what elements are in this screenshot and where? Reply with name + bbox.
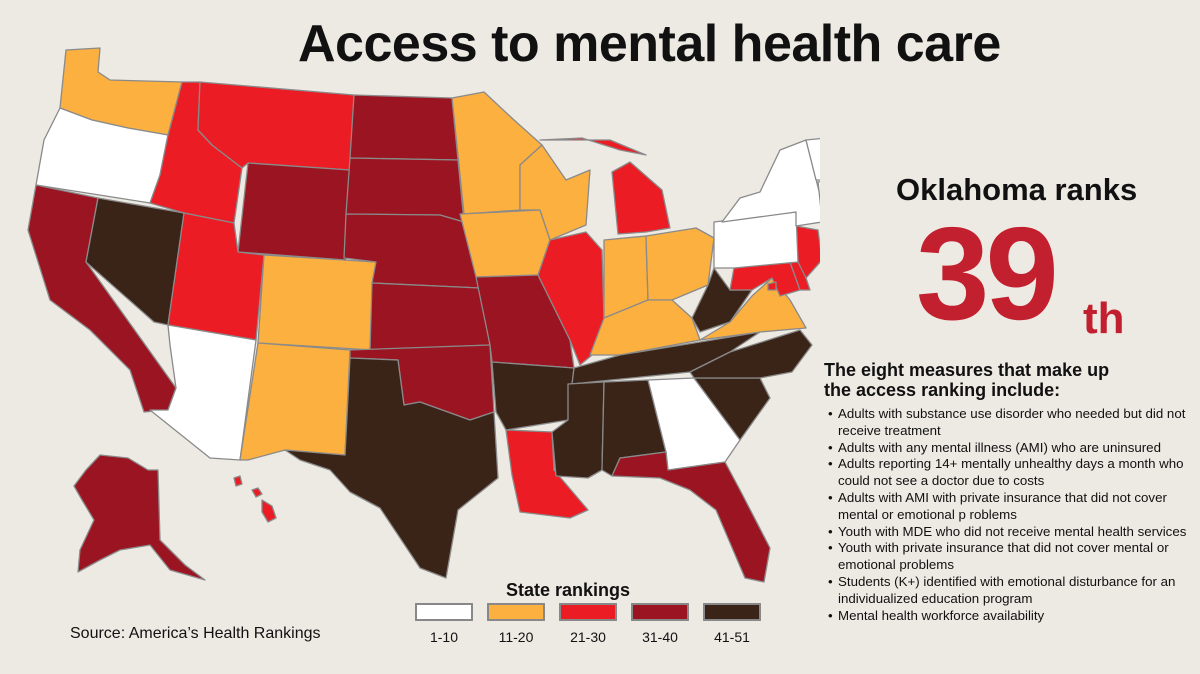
legend-swatch (631, 603, 689, 621)
measure-item: Youth with private insurance that did no… (824, 540, 1194, 574)
state-DC[interactable] (767, 281, 777, 291)
measure-item: Adults with substance use disorder who n… (824, 406, 1194, 440)
rank-suffix: th (1083, 294, 1125, 343)
legend-label: 41-51 (714, 629, 750, 645)
rank-number: 39 (916, 200, 1059, 347)
legend-swatch (703, 603, 761, 621)
measures-panel: The eight measures that make up the acce… (824, 360, 1194, 624)
state-NY[interactable] (721, 139, 820, 227)
state-FL[interactable] (611, 451, 771, 583)
source-credit: Source: America’s Health Rankings (70, 625, 321, 642)
state-NC[interactable] (689, 329, 813, 379)
measure-item: Adults with any mental illness (AMI) who… (824, 440, 1194, 457)
page-title: Access to mental health care (298, 15, 1001, 73)
measures-heading-line1: The eight measures that make up (824, 360, 1110, 380)
legend-label: 21-30 (570, 629, 606, 645)
state-KS[interactable] (369, 282, 491, 351)
state-OH[interactable] (645, 227, 715, 301)
state-NM[interactable] (239, 342, 351, 461)
measure-item: Students (K+) identified with emotional … (824, 574, 1194, 608)
state-WY[interactable] (237, 162, 351, 261)
rank-heading: Oklahoma ranks (896, 172, 1138, 207)
legend-item: 1-10 (410, 603, 478, 645)
measures-heading: The eight measures that make up the acce… (824, 360, 1194, 400)
legend-item: 41-51 (698, 603, 766, 645)
state-MI[interactable] (539, 137, 671, 235)
legend-swatch (487, 603, 545, 621)
measure-item: Adults with AMI with private insurance t… (824, 490, 1194, 524)
state-TN[interactable] (571, 331, 761, 385)
legend-item: 11-20 (482, 603, 550, 645)
state-ND[interactable] (349, 94, 459, 161)
legend-item: 31-40 (626, 603, 694, 645)
state-IA[interactable] (459, 209, 551, 278)
state-SD[interactable] (345, 157, 465, 223)
state-TX[interactable] (284, 357, 499, 579)
measures-heading-line2: the access ranking include: (824, 380, 1061, 400)
legend-title: State rankings (506, 580, 631, 600)
legend-label: 11-20 (498, 629, 534, 645)
state-MA[interactable] (817, 178, 820, 204)
state-VT[interactable] (805, 137, 820, 181)
legend-label: 31-40 (642, 629, 678, 645)
measure-item: Mental health workforce availability (824, 608, 1194, 625)
state-AZ[interactable] (149, 324, 257, 461)
state-AR[interactable] (491, 361, 575, 431)
legend-swatch (559, 603, 617, 621)
state-HI[interactable] (233, 475, 277, 523)
us-map (27, 47, 820, 583)
state-NV[interactable] (85, 197, 185, 326)
measure-item: Adults reporting 14+ mentally unhealthy … (824, 456, 1194, 490)
state-CO[interactable] (257, 254, 377, 351)
legend-item: 21-30 (554, 603, 622, 645)
measures-list: Adults with substance use disorder who n… (824, 406, 1194, 624)
legend-swatch (415, 603, 473, 621)
legend: 1-10 11-20 21-30 31-40 41-51 (410, 603, 770, 645)
measure-item: Youth with MDE who did not receive menta… (824, 524, 1194, 541)
legend-label: 1-10 (429, 629, 459, 645)
state-AK[interactable] (73, 454, 206, 581)
state-WI[interactable] (519, 144, 591, 241)
